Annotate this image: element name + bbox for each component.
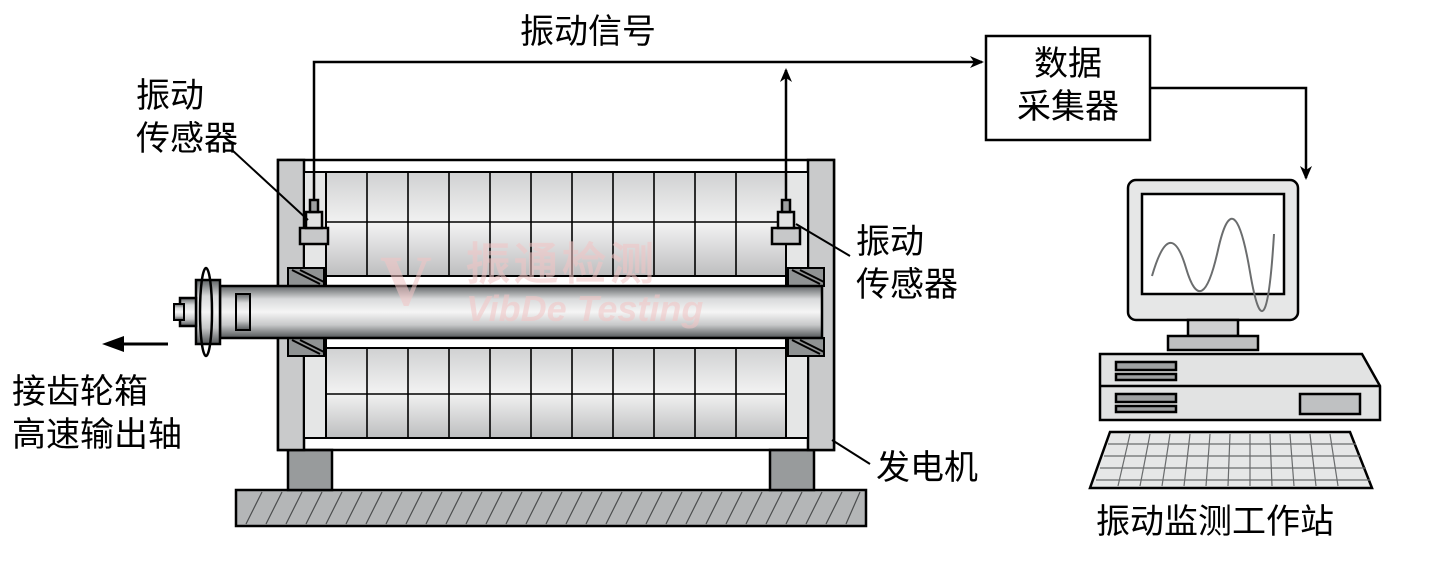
workstation-pc — [1090, 180, 1380, 488]
rotor-shaft — [174, 268, 822, 356]
label-signal: 振动信号 — [520, 12, 656, 55]
generator-pedestals — [288, 450, 814, 490]
label-workstation: 振动监测工作站 — [1096, 502, 1334, 545]
label-sensor-left: 振动 传感器 — [136, 76, 238, 161]
label-collector: 数据 采集器 — [1000, 44, 1136, 129]
label-sensor-right: 振动 传感器 — [856, 222, 958, 307]
label-shaft: 接齿轮箱 高速输出轴 — [12, 372, 182, 457]
vibration-monitoring-diagram: V 振通检测 VibDe Testing 振动信号 数据 采集器 振动 传感器 … — [0, 0, 1442, 559]
label-generator: 发电机 — [876, 448, 978, 491]
base-plate — [236, 490, 866, 526]
